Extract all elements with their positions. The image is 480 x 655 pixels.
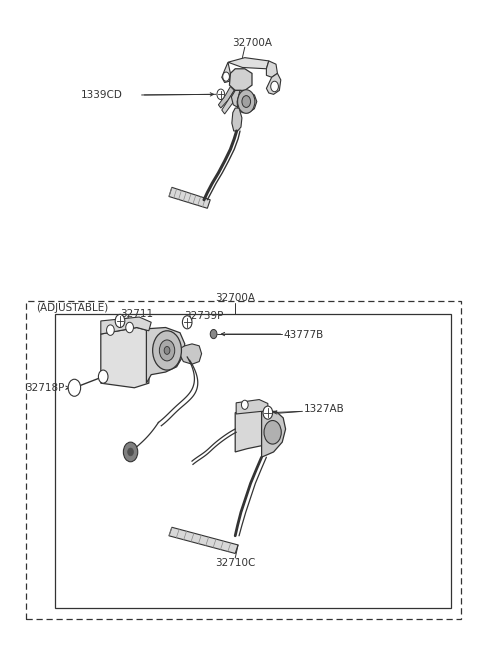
Circle shape	[238, 90, 255, 113]
Polygon shape	[266, 73, 281, 94]
Text: 32700A: 32700A	[215, 293, 255, 303]
Polygon shape	[222, 62, 230, 83]
Circle shape	[210, 329, 217, 339]
Circle shape	[217, 89, 225, 100]
Text: 32700A: 32700A	[232, 37, 272, 48]
Polygon shape	[236, 400, 268, 414]
Text: 32710C: 32710C	[215, 558, 255, 569]
Circle shape	[98, 370, 108, 383]
Text: 1327AB: 1327AB	[303, 404, 344, 415]
Bar	[55, 314, 451, 608]
Text: 43777B: 43777B	[283, 330, 324, 341]
Text: 1339CD: 1339CD	[81, 90, 122, 100]
Text: 32711: 32711	[120, 309, 154, 320]
Polygon shape	[262, 411, 286, 457]
Polygon shape	[101, 328, 151, 388]
Polygon shape	[235, 409, 276, 452]
Circle shape	[263, 406, 273, 419]
Circle shape	[68, 379, 81, 396]
Circle shape	[107, 325, 114, 335]
Polygon shape	[266, 61, 277, 77]
Circle shape	[126, 322, 133, 333]
Circle shape	[123, 442, 138, 462]
Circle shape	[164, 346, 170, 354]
Circle shape	[242, 96, 251, 107]
Text: 32718P: 32718P	[25, 383, 65, 393]
Circle shape	[159, 340, 175, 361]
Polygon shape	[228, 58, 269, 69]
Polygon shape	[231, 90, 252, 108]
Circle shape	[115, 314, 125, 328]
Circle shape	[271, 81, 278, 92]
Circle shape	[223, 72, 229, 81]
Polygon shape	[218, 86, 234, 108]
Bar	[26, 301, 461, 619]
Polygon shape	[222, 90, 238, 114]
Polygon shape	[146, 328, 185, 383]
Polygon shape	[237, 90, 257, 113]
Polygon shape	[229, 69, 252, 90]
Circle shape	[264, 421, 281, 444]
Polygon shape	[101, 317, 151, 334]
Circle shape	[241, 400, 248, 409]
Circle shape	[182, 316, 192, 329]
Circle shape	[128, 448, 133, 456]
Polygon shape	[169, 187, 210, 208]
Polygon shape	[169, 527, 238, 553]
Circle shape	[153, 331, 181, 370]
Polygon shape	[232, 108, 242, 131]
Text: (ADJUSTABLE): (ADJUSTABLE)	[36, 303, 108, 313]
Text: 32739P: 32739P	[184, 310, 224, 321]
Polygon shape	[180, 344, 202, 364]
